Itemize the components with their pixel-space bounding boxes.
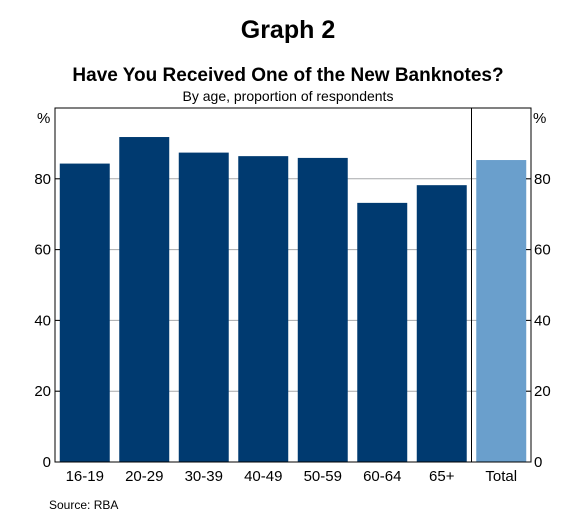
- chart-title: Have You Received One of the New Banknot…: [72, 65, 503, 86]
- xtick-label-total: Total: [485, 468, 517, 485]
- ytick-label-right-80: 80: [534, 171, 551, 188]
- bar-40-49: [238, 156, 289, 463]
- xtick-label-40-49: 40-49: [244, 468, 282, 485]
- bar-50-59: [297, 157, 348, 462]
- y-unit-left: %: [37, 110, 50, 127]
- chart-subtitle: By age, proportion of respondents: [183, 88, 394, 104]
- ytick-label-left-20: 20: [34, 383, 51, 400]
- frame-layer: [54, 107, 532, 463]
- xtick-label-30-39: 30-39: [185, 468, 223, 485]
- xtick-label-60-64: 60-64: [363, 468, 401, 485]
- graph-label: Graph 2: [241, 16, 335, 44]
- ytick-label-left-60: 60: [34, 242, 51, 259]
- bar-30-39: [178, 152, 229, 462]
- bar-65+: [416, 185, 467, 462]
- x-tick-labels: 16-19 20-29 30-39 40-49 50-59 60-64 65+ Total: [66, 468, 518, 485]
- xtick-label-50-59: 50-59: [304, 468, 342, 485]
- xtick-label-65+: 65+: [429, 468, 455, 485]
- y-tick-labels: 0 0 20 20 40 40 60 60 80 80: [34, 171, 550, 471]
- bar-16-19: [59, 163, 110, 462]
- y-unit-right: %: [533, 110, 546, 127]
- bar-60-64: [357, 202, 408, 462]
- ytick-label-left-40: 40: [34, 312, 51, 329]
- bars-layer: [59, 137, 527, 463]
- bar-20-29: [119, 137, 170, 462]
- ytick-label-right-60: 60: [534, 242, 551, 259]
- ytick-label-right-20: 20: [534, 383, 551, 400]
- ytick-label-left-0: 0: [43, 454, 51, 471]
- xtick-label-20-29: 20-29: [125, 468, 163, 485]
- ytick-label-left-80: 80: [34, 171, 51, 188]
- bar-total: [476, 160, 527, 462]
- ytick-label-right-40: 40: [534, 312, 551, 329]
- ytick-label-right-0: 0: [534, 454, 542, 471]
- source-note: Source: RBA: [49, 498, 118, 510]
- xtick-label-16-19: 16-19: [66, 468, 104, 485]
- plot-frame: [54, 107, 532, 463]
